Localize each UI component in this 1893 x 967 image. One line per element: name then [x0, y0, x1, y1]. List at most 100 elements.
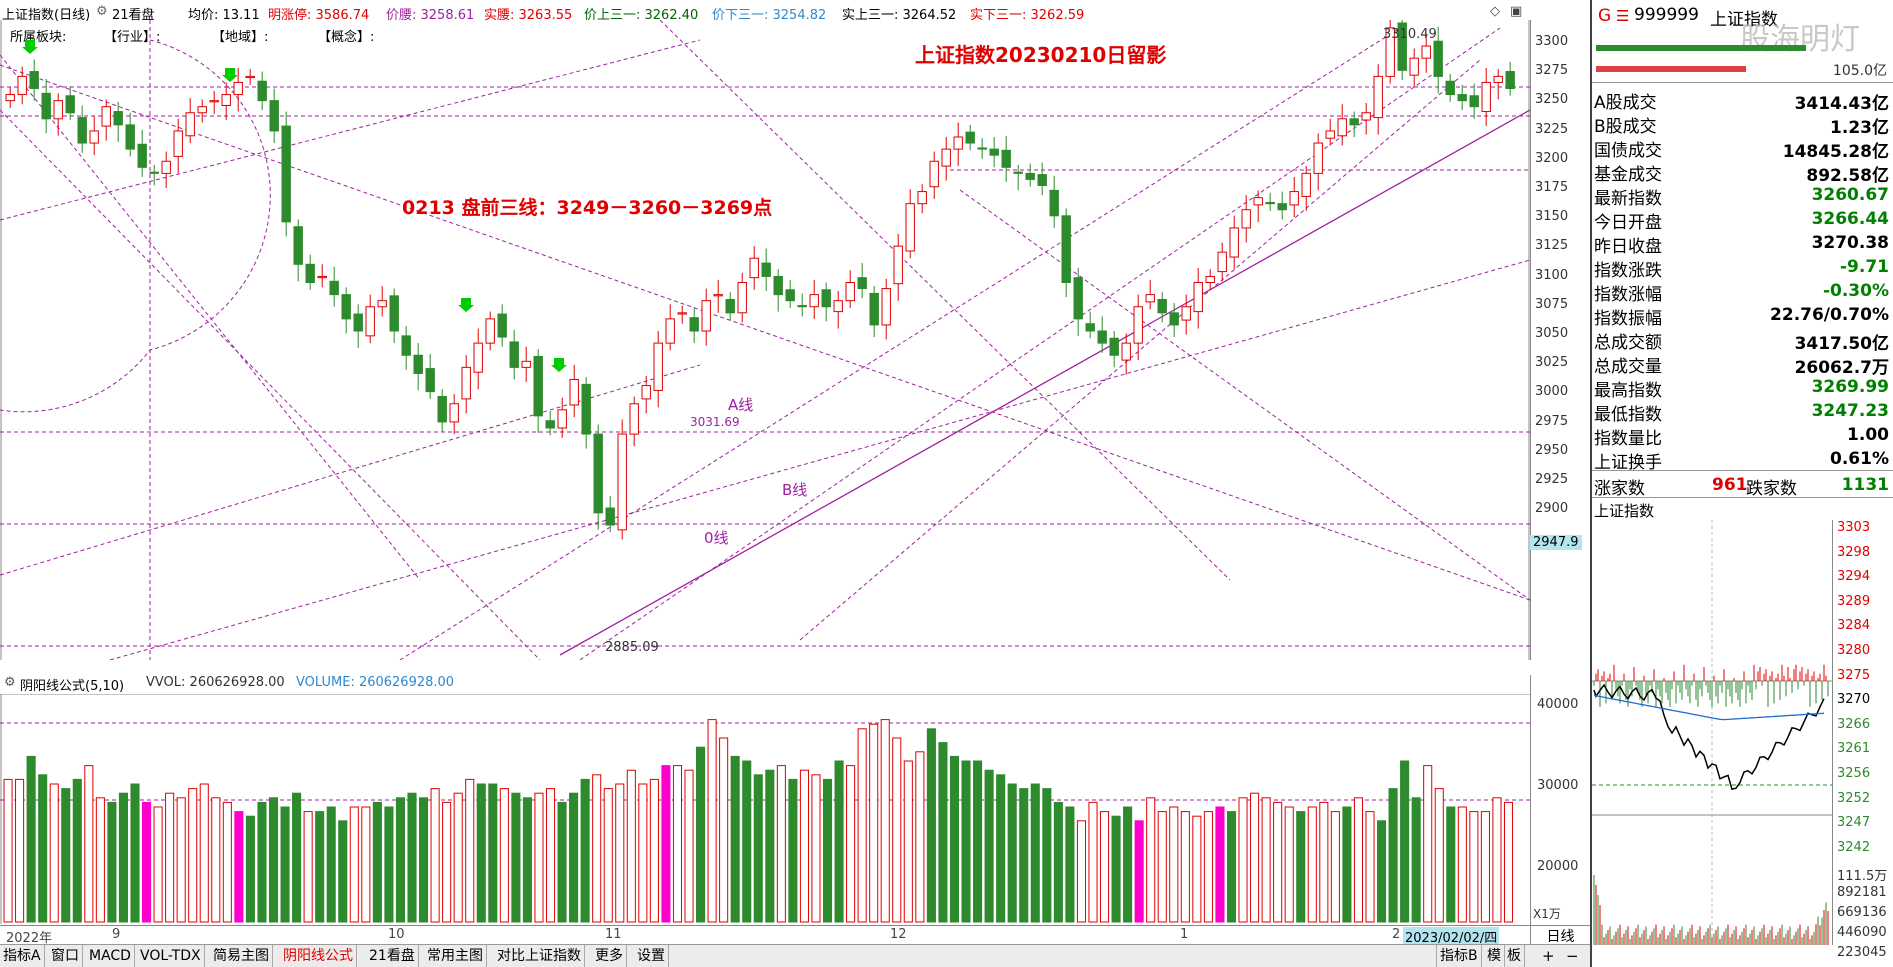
price-tick: 3225: [1535, 121, 1569, 137]
volume-bar: [1503, 801, 1514, 923]
volume-bar: [707, 719, 717, 923]
volume-bar: [38, 774, 48, 923]
tab-compare[interactable]: 对比上证指数: [494, 945, 585, 967]
restore-icon[interactable]: ▣: [1510, 4, 1523, 19]
volume-bar: [372, 801, 382, 923]
quote-row: 总成交额 3417.50亿: [1592, 326, 1893, 354]
volume-bar: [1088, 801, 1098, 923]
volume-bar: [926, 728, 936, 923]
tab-ban[interactable]: 板: [1504, 945, 1525, 967]
concept-label[interactable]: 【概念】:: [318, 30, 375, 45]
tab-indicator-a[interactable]: 指标A: [0, 945, 45, 967]
candle-body: [1121, 342, 1131, 361]
quote-label: 昨日收盘: [1594, 237, 1662, 257]
candle-body: [1157, 298, 1167, 314]
volume-bar: [453, 792, 463, 923]
tab-settings[interactable]: 设置: [634, 945, 669, 967]
zoom-in-button[interactable]: +: [1542, 947, 1555, 965]
quote-value: 3270.38: [1811, 233, 1889, 253]
tab-mo[interactable]: 模: [1484, 945, 1505, 967]
volume-bar: [522, 797, 532, 923]
volume-bar: [222, 801, 232, 923]
volume-bar: [938, 742, 948, 923]
candle-body: [1505, 71, 1515, 90]
candle-body: [701, 300, 711, 332]
candle-body: [89, 130, 99, 144]
candle-body: [953, 136, 963, 150]
quote-label: B股成交: [1594, 117, 1657, 137]
volume-bar: [245, 815, 255, 923]
candlestick-chart[interactable]: 上证指数20230210日留影 0213 盘前三线：3249－3260－3269…: [0, 20, 1530, 660]
quote-value: 1.00: [1847, 425, 1889, 445]
volume-bar: [165, 792, 175, 923]
volume-bar: [1007, 783, 1017, 923]
intraday-tick: 3266: [1837, 716, 1871, 732]
tab-simple-main[interactable]: 简易主图: [210, 945, 273, 967]
volume-bar: [869, 723, 879, 923]
region-label[interactable]: 【地域】:: [212, 30, 269, 45]
volume-bars: [3, 719, 1514, 923]
volume-bar: [1238, 797, 1248, 923]
zoom-buttons: + −: [1530, 944, 1590, 967]
volume-bar: [395, 797, 406, 923]
chart-annotation-title: 上证指数20230210日留影: [915, 43, 1166, 67]
candle-body: [269, 100, 279, 132]
tab-view21[interactable]: 21看盘: [366, 945, 419, 967]
candle-body: [1445, 80, 1455, 96]
price-tick: 3175: [1535, 180, 1569, 195]
candle-body: [617, 433, 627, 531]
zoom-out-button[interactable]: −: [1566, 947, 1579, 965]
candle-body: [245, 75, 255, 79]
volume-bar: [384, 806, 394, 923]
tab-vol-tdx[interactable]: VOL-TDX: [137, 945, 205, 967]
volume-bar: [661, 765, 671, 923]
volume-bar: [465, 778, 475, 923]
tab-common-main[interactable]: 常用主图: [424, 945, 487, 967]
tab-yinyang[interactable]: 阴阳线公式: [280, 945, 357, 967]
candle-body: [461, 366, 471, 400]
candle-body: [389, 295, 399, 332]
volume-chart[interactable]: [0, 694, 1530, 924]
quote-label: 上证换手: [1594, 453, 1662, 473]
quote-value: 3260.67: [1811, 185, 1889, 205]
tab-macd[interactable]: MACD: [86, 945, 135, 967]
industry-label[interactable]: 【行业】:: [104, 30, 161, 45]
period-label[interactable]: 日线: [1530, 925, 1590, 945]
volume-bar: [315, 811, 325, 923]
intraday-tick: 3252: [1837, 790, 1871, 806]
candle-body: [473, 342, 483, 373]
candle-body: [329, 280, 339, 296]
candle-body: [1277, 203, 1287, 211]
candle-body: [929, 160, 939, 188]
volume-bar: [1400, 760, 1410, 923]
menu-icon[interactable]: ☰: [1616, 7, 1630, 25]
candle-body: [893, 245, 903, 285]
volume-bar: [822, 778, 833, 923]
intraday-vol-tick: 892181: [1837, 885, 1887, 900]
volume-bar: [996, 774, 1006, 923]
volume-bar: [1284, 806, 1294, 923]
indicator-settings-icon[interactable]: ⚙: [4, 675, 16, 690]
date-label-12: 12: [890, 927, 907, 942]
tab-more[interactable]: 更多: [592, 945, 627, 967]
candle-body: [1037, 174, 1047, 186]
price-tick: 3150: [1535, 209, 1569, 225]
date-label-11: 11: [605, 927, 622, 942]
candle-body: [1361, 112, 1371, 121]
volume-indicator-name[interactable]: 阴阳线公式(5,10): [20, 679, 125, 694]
settings-icon[interactable]: ⚙: [96, 4, 108, 19]
candle-body: [1421, 45, 1431, 59]
volume-bar: [442, 801, 452, 923]
diamond-icon[interactable]: ◇: [1490, 4, 1500, 19]
support-trendline: [559, 109, 1530, 656]
buy-bar: [1596, 45, 1806, 51]
tab-window[interactable]: 窗口: [48, 945, 83, 967]
volume-bar: [1146, 797, 1156, 923]
volume-tick: 40000: [1537, 697, 1579, 712]
quote-value: 892.58亿: [1806, 166, 1889, 186]
tab-indicator-b[interactable]: 指标B: [1436, 945, 1482, 967]
volume-tick: 20000: [1537, 859, 1579, 874]
intraday-chart[interactable]: [1592, 520, 1832, 945]
volume-bar: [1353, 797, 1363, 923]
current-price-tag: 2947.9: [1530, 535, 1582, 550]
